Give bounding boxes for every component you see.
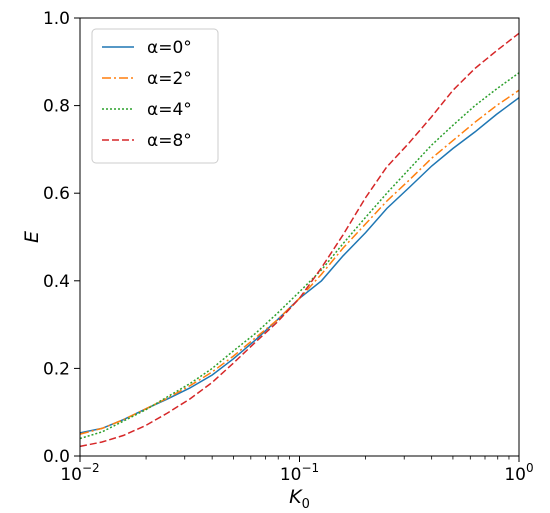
legend-label: α=4°: [147, 100, 192, 120]
x-tick-label-base: 10: [280, 465, 302, 485]
x-tick-label-base: 10: [60, 465, 82, 485]
series-line-2: [79, 72, 520, 440]
y-tick-label: 1.0: [43, 9, 70, 29]
legend-label: α=8°: [147, 131, 192, 151]
y-axis-label: E: [21, 231, 43, 243]
x-tick-label-base: 10: [504, 465, 526, 485]
x-tick-label-exponent: −2: [82, 461, 100, 475]
x-tick-label-exponent: 0: [526, 461, 534, 475]
x-axis: 10−2 10−1 100: [60, 456, 534, 485]
y-tick-label: 0.6: [43, 184, 70, 204]
legend-label: α=0°: [147, 38, 192, 58]
legend-label: α=2°: [147, 69, 192, 89]
x-axis-label: K0: [289, 486, 310, 512]
series-line-1: [79, 89, 520, 435]
x-tick-label: 100: [504, 461, 533, 485]
y-tick-label: 0.0: [43, 447, 70, 467]
legend: α=0° α=2° α=4° α=8°: [91, 28, 219, 164]
x-tick-label: 10−1: [280, 461, 319, 485]
y-axis: 0.0 0.2 0.4 0.6 0.8 1.0: [43, 9, 80, 467]
y-tick-label: 0.4: [43, 272, 70, 292]
series-layer: [79, 32, 520, 448]
legend-box: [91, 28, 219, 164]
x-axis-label-base: K: [289, 486, 303, 508]
x-tick-label: 10−2: [60, 461, 99, 485]
y-tick-label: 0.2: [43, 359, 70, 379]
x-axis-label-subscript: 0: [302, 497, 310, 512]
x-tick-label-exponent: −1: [301, 461, 319, 475]
y-tick-label: 0.8: [43, 97, 70, 117]
